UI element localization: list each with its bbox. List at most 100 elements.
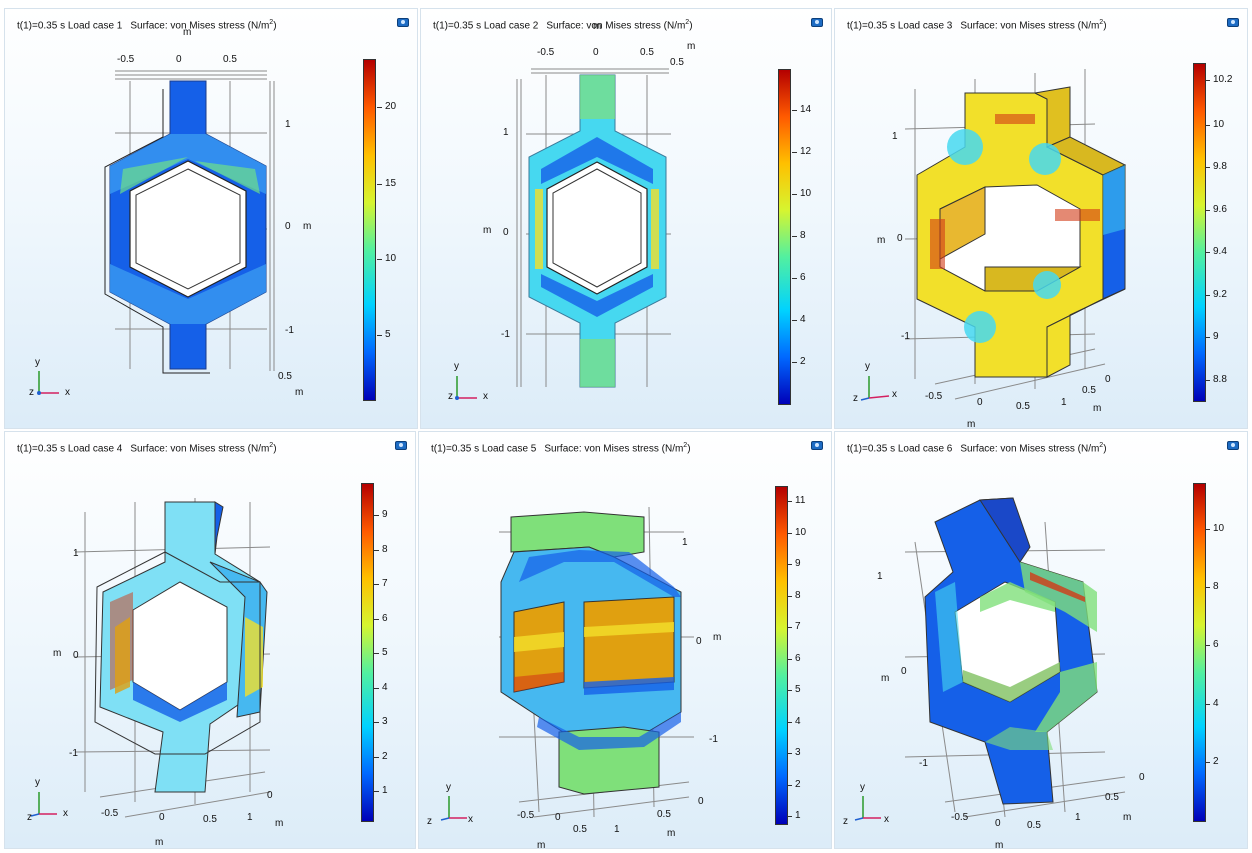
colorbar [361, 483, 374, 822]
triad-z-label: z [853, 393, 858, 404]
camera-icon[interactable] [811, 441, 823, 450]
colorbar-tick: 6 [1205, 639, 1219, 650]
colorbar-tick: 11 [786, 495, 806, 506]
axis-label: m [877, 235, 886, 246]
triad-z-label: z [29, 387, 34, 398]
axis-label: m [303, 221, 312, 232]
stress-plot[interactable] [5, 432, 416, 849]
colorbar [1193, 63, 1206, 402]
colorbar-tick: 9 [1205, 331, 1219, 342]
axis-label: 0 [901, 666, 907, 677]
axis-label: 0.5 [657, 809, 671, 820]
axis-label: 0 [503, 227, 509, 238]
axis-label: m [295, 387, 304, 398]
axis-label: m [483, 225, 492, 236]
axis-label: 1 [892, 131, 898, 142]
triad-y-label: y [35, 777, 40, 788]
plot-title: t(1)=0.35 s Load case 3 Surface: von Mise… [847, 19, 1107, 32]
colorbar-tick: 2 [792, 356, 806, 367]
axis-label: 1 [247, 812, 253, 823]
plot-panel-2[interactable]: t(1)=0.35 s Load case 2 Surface: von Mise… [420, 8, 832, 429]
colorbar-tick: 6 [792, 272, 806, 283]
axis-label: 0.5 [278, 371, 292, 382]
axis-label: 0.5 [203, 814, 217, 825]
axis-label: m [881, 673, 890, 684]
plot-title: t(1)=0.35 s Load case 2 Surface: von Mise… [433, 19, 693, 32]
triad-y-label: y [446, 782, 451, 793]
plot-panel-5[interactable]: t(1)=0.35 s Load case 5 Surface: von Mise… [418, 431, 832, 849]
axis-label: -1 [501, 329, 510, 340]
triad-z-label: z [27, 812, 32, 823]
colorbar-tick: 9.8 [1205, 161, 1227, 172]
axis-label: 0 [1105, 374, 1111, 385]
camera-icon[interactable] [1227, 18, 1239, 27]
colorbar-tick: 2 [1205, 756, 1219, 767]
colorbar-tick: 8 [792, 230, 806, 241]
colorbar-tick: 7 [787, 621, 801, 632]
plot-title: t(1)=0.35 s Load case 6 Surface: von Mise… [847, 442, 1107, 455]
triad-y-label: y [454, 361, 459, 372]
axis-label: 0 [267, 790, 273, 801]
stress-plot[interactable] [421, 9, 832, 429]
axis-label: 0 [73, 650, 79, 661]
triad-z-label: z [448, 391, 453, 402]
plot-panel-1[interactable]: t(1)=0.35 s Load case 1 Surface: von Mise… [4, 8, 418, 429]
colorbar-tick: 2 [374, 751, 388, 762]
colorbar-tick: 5 [377, 329, 391, 340]
stress-plot[interactable] [835, 432, 1248, 849]
stress-plot[interactable] [419, 432, 832, 849]
axis-triad-icon [860, 376, 890, 401]
colorbar-tick: 8.8 [1205, 374, 1227, 385]
triad-x-label: x [892, 389, 897, 400]
colorbar-tick: 5 [787, 684, 801, 695]
axis-label: -0.5 [101, 808, 119, 819]
colorbar-tick: 1 [374, 785, 388, 796]
colorbar-tick: 10 [791, 188, 812, 199]
axis-label: 0 [1139, 772, 1145, 783]
camera-icon[interactable] [811, 18, 823, 27]
axis-label: -0.5 [537, 47, 555, 58]
triad-z-label: z [843, 816, 848, 827]
plot-panel-6[interactable]: t(1)=0.35 s Load case 6 Surface: von Mise… [834, 431, 1248, 849]
colorbar-tick: 20 [376, 101, 397, 112]
axis-triad-icon [30, 792, 57, 817]
axis-triad-icon [854, 796, 881, 821]
plot-panel-3[interactable]: t(1)=0.35 s Load case 3 Surface: von Mise… [834, 8, 1248, 429]
axis-label: 0.5 [573, 824, 587, 835]
axis-label: 1 [285, 119, 291, 130]
axis-label: 0 [897, 233, 903, 244]
colorbar-tick: 10.2 [1204, 74, 1233, 85]
axis-label: 0.5 [670, 57, 684, 68]
axis-label: -0.5 [951, 812, 969, 823]
camera-icon[interactable] [397, 18, 409, 27]
stress-plot[interactable] [835, 9, 1248, 429]
axis-label: m [537, 840, 546, 849]
axis-label: -0.5 [517, 810, 535, 821]
plot-title: t(1)=0.35 s Load case 5 Surface: von Mise… [431, 442, 691, 455]
colorbar-tick: 4 [787, 716, 801, 727]
axis-label: m [53, 648, 62, 659]
stress-plot[interactable] [5, 9, 418, 429]
axis-label: 0 [995, 818, 1001, 829]
axis-label: 1 [1075, 812, 1081, 823]
colorbar [1193, 483, 1206, 822]
axis-label: m [967, 419, 976, 429]
colorbar-tick: 9.2 [1205, 289, 1227, 300]
axis-label: 0 [285, 221, 291, 232]
axis-label: m [155, 837, 164, 848]
axis-label: 1 [682, 537, 688, 548]
colorbar [778, 69, 791, 405]
camera-icon[interactable] [1227, 441, 1239, 450]
plot-title: t(1)=0.35 s Load case 4 Surface: von Mise… [17, 442, 277, 455]
axis-label: 1 [1061, 397, 1067, 408]
axis-label: -1 [901, 331, 910, 342]
axis-label: 1 [877, 571, 883, 582]
plot-panel-4[interactable]: t(1)=0.35 s Load case 4 Surface: von Mise… [4, 431, 416, 849]
axis-label: 0.5 [1082, 385, 1096, 396]
triad-y-label: y [865, 361, 870, 372]
plot-title: t(1)=0.35 s Load case 1 Surface: von Mise… [17, 19, 277, 32]
colorbar-tick: 10 [1204, 119, 1225, 130]
axis-label: 0 [698, 796, 704, 807]
camera-icon[interactable] [395, 441, 407, 450]
colorbar-tick: 10 [376, 253, 397, 264]
